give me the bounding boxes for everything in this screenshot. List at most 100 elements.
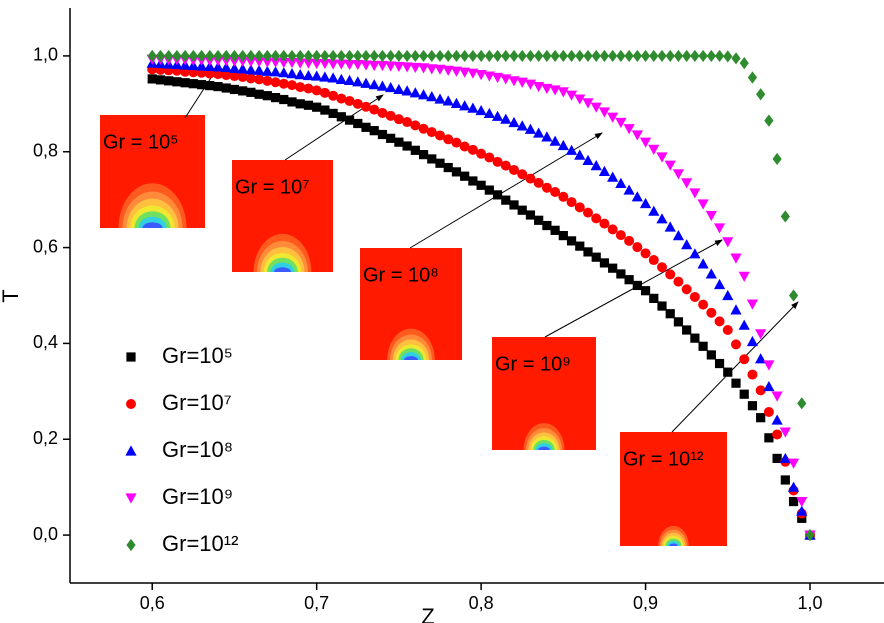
point (378, 130, 387, 139)
point (156, 75, 165, 84)
point (583, 247, 592, 256)
point (172, 50, 181, 62)
point (337, 112, 346, 121)
point (255, 90, 264, 99)
point (477, 50, 486, 62)
point (246, 88, 255, 97)
annotation: Gr = 10¹² (623, 448, 704, 470)
point (633, 50, 642, 62)
point (772, 392, 783, 402)
point (722, 237, 733, 247)
point (385, 82, 396, 92)
point (756, 413, 765, 422)
point (427, 50, 436, 62)
point (657, 50, 666, 62)
y-tick-label: 0,2 (33, 428, 58, 448)
point (583, 208, 593, 218)
chart: Z T Gr = 10⁵Gr = 10⁷Gr = 10⁸Gr = 10⁹Gr =… (0, 0, 884, 623)
y-tick-label: 0,8 (33, 141, 58, 161)
point (789, 289, 798, 301)
point (649, 294, 658, 303)
point (426, 91, 437, 101)
point (649, 50, 658, 62)
point (476, 105, 487, 115)
point (444, 50, 453, 62)
point (452, 167, 461, 176)
inset-contour (538, 447, 550, 454)
point (468, 176, 477, 185)
point (451, 98, 462, 108)
point (551, 50, 560, 62)
x-tick-label: 1,0 (797, 593, 822, 613)
point (797, 397, 806, 409)
point (279, 95, 288, 104)
x-tick-label: 0,7 (304, 593, 329, 613)
point (452, 50, 461, 62)
point (386, 50, 395, 62)
point (336, 74, 347, 84)
point (748, 401, 757, 410)
point (706, 308, 716, 318)
point (393, 84, 404, 94)
point (485, 50, 494, 62)
point (575, 242, 584, 251)
point (748, 71, 757, 83)
point (353, 119, 362, 128)
point (666, 50, 675, 62)
point (172, 77, 181, 86)
point (633, 281, 642, 290)
point (542, 221, 551, 230)
point (723, 50, 732, 62)
point (607, 172, 618, 182)
point (518, 206, 527, 215)
point (287, 97, 296, 106)
y-axis-title: T (0, 289, 23, 302)
y-tick-label: 0,4 (33, 332, 58, 352)
point (625, 50, 634, 62)
point (682, 284, 692, 294)
point (427, 154, 436, 163)
point (756, 88, 765, 100)
point (411, 146, 420, 155)
point (730, 304, 741, 314)
point (501, 196, 510, 205)
point (690, 334, 699, 343)
point (403, 141, 412, 150)
point (592, 50, 601, 62)
point (295, 69, 306, 79)
point (607, 113, 618, 123)
point (731, 379, 740, 388)
annotation: Gr = 10⁷ (235, 176, 310, 198)
point (632, 242, 642, 252)
inset-contour (669, 543, 678, 548)
point (559, 50, 568, 62)
point (311, 70, 322, 80)
point (706, 268, 717, 278)
point (715, 316, 725, 326)
point (599, 166, 610, 176)
point (722, 290, 733, 300)
point (763, 360, 774, 370)
y-tick-label: 0,6 (33, 236, 58, 256)
point (213, 82, 222, 91)
x-tick-label: 0,9 (633, 593, 658, 613)
point (747, 336, 758, 346)
point (352, 76, 363, 86)
legend-label: Gr=10⁸ (162, 437, 233, 462)
annotation-arrow (672, 302, 798, 432)
point (361, 123, 370, 132)
point (740, 57, 749, 69)
point (723, 325, 733, 335)
point (624, 236, 634, 246)
point (296, 99, 305, 108)
point (616, 269, 625, 278)
point (493, 190, 502, 199)
inset-contour (274, 267, 291, 277)
point (773, 153, 782, 165)
point (485, 185, 494, 194)
inset-contour (404, 356, 418, 364)
point (551, 226, 560, 235)
point (320, 105, 329, 114)
point (443, 95, 454, 105)
point (755, 329, 766, 339)
